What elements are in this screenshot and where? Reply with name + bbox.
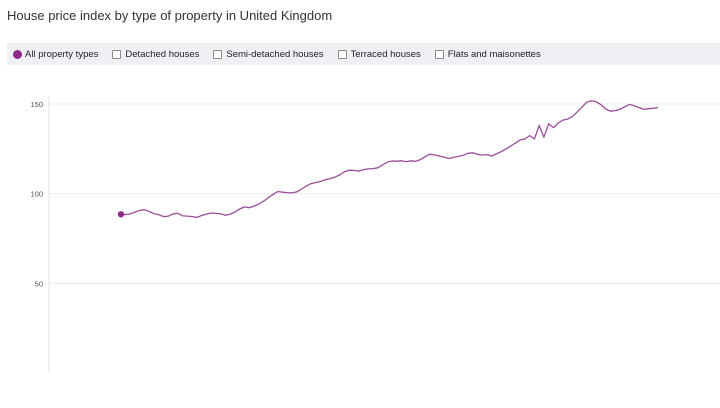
series-start-marker[interactable]: [117, 211, 125, 218]
chart-title: House price index by type of property in…: [7, 8, 333, 23]
filter-terraced-houses[interactable]: Terraced houses: [337, 48, 421, 60]
y-tick-label: 50: [35, 279, 43, 288]
y-tick-label: 150: [30, 100, 43, 109]
y-tick-label: 100: [30, 190, 43, 199]
filter-label: Terraced houses: [350, 48, 421, 60]
filter-label: Flats and maisonettes: [447, 48, 541, 60]
checkbox-icon[interactable]: [337, 49, 347, 59]
filter-label: Semi-detached houses: [226, 48, 324, 60]
filter-detached-houses[interactable]: Detached houses: [112, 49, 199, 60]
filter-label: Detached houses: [125, 48, 200, 60]
selected-dot-icon: [13, 49, 22, 59]
filter-all-property-types[interactable]: All property types: [13, 49, 98, 60]
filter-label: All property types: [25, 48, 99, 60]
filter-flats-and-maisonettes[interactable]: Flats and maisonettes: [434, 48, 541, 60]
checkbox-icon[interactable]: [112, 49, 122, 59]
filter-semi-detached-houses[interactable]: Semi-detached houses: [213, 48, 324, 60]
property-type-filter-bar: All property types Detached houses Semi-…: [7, 43, 720, 65]
checkbox-icon[interactable]: [213, 49, 223, 59]
checkbox-icon[interactable]: [434, 49, 444, 59]
series-line-all-property-types: [120, 100, 659, 218]
